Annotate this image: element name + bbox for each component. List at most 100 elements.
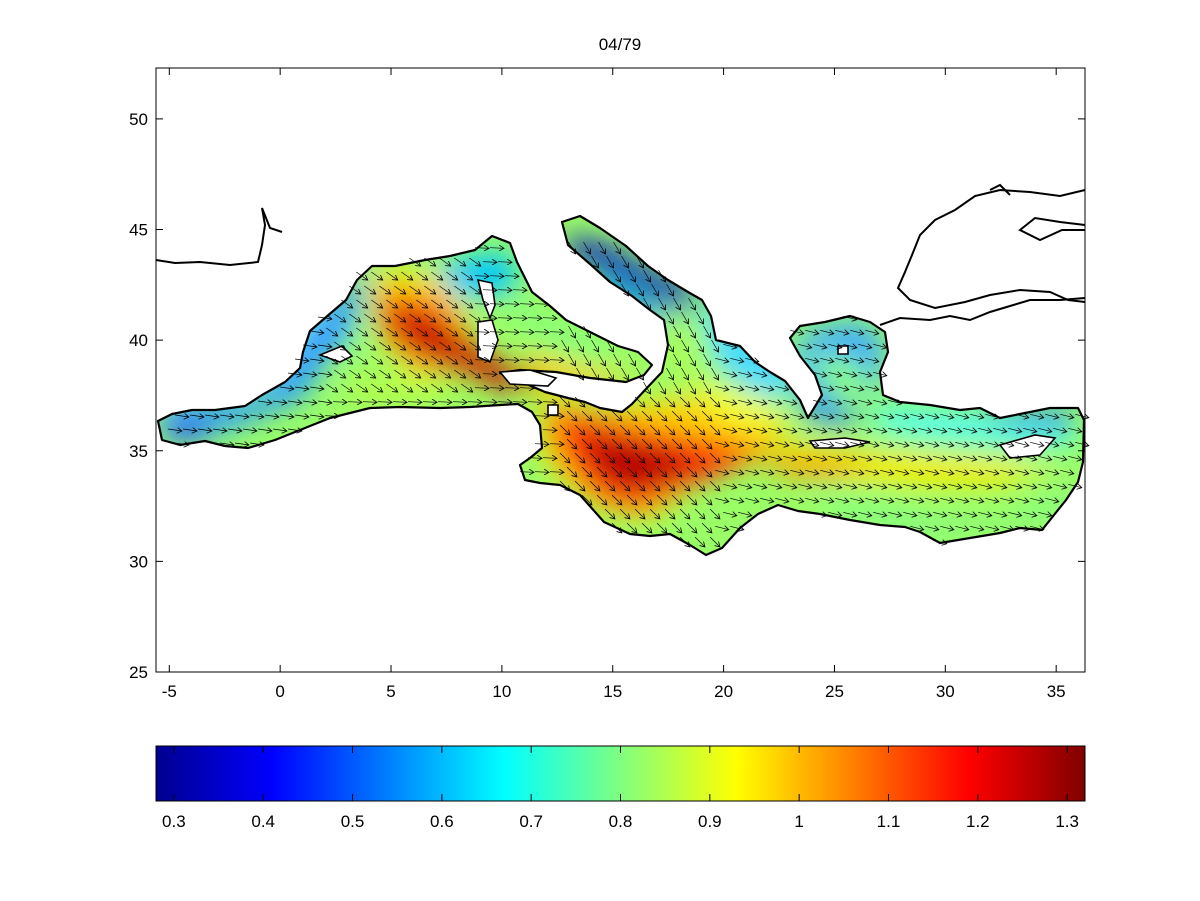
vector-arrow: [775, 414, 789, 417]
vector-arrow: [643, 297, 651, 310]
vector-arrow: [482, 346, 497, 347]
vector-arrow: [664, 396, 675, 407]
vector-arrow: [978, 484, 992, 487]
vector-arrow: [820, 358, 834, 361]
vector-arrow: [828, 428, 842, 431]
vector-arrow: [583, 353, 591, 366]
vector-arrow: [843, 344, 857, 347]
vector-arrow: [673, 381, 681, 394]
vector-arrow: [1075, 414, 1089, 417]
vector-arrow: [1000, 470, 1014, 473]
vector-arrow: [694, 452, 705, 463]
vector-arrow: [985, 414, 999, 417]
vector-arrow: [709, 396, 720, 407]
vector-arrow: [790, 414, 804, 417]
vector-arrow: [386, 327, 397, 336]
vector-arrow: [873, 400, 887, 403]
vector-arrow: [738, 400, 752, 403]
vector-arrow: [1015, 498, 1029, 501]
vector-arrow: [955, 442, 969, 445]
vector-arrow: [1060, 442, 1074, 445]
vector-arrow: [626, 438, 637, 449]
vector-arrow: [1038, 484, 1052, 487]
vector-arrow: [775, 386, 789, 389]
vector-arrow: [679, 424, 690, 435]
vector-arrow: [656, 522, 667, 533]
vector-arrow: [265, 415, 279, 417]
vector-arrow: [723, 512, 737, 515]
y-tick-label: 35: [129, 442, 148, 461]
vector-arrow: [596, 466, 607, 477]
vector-arrow: [324, 416, 339, 417]
vector-arrow: [1068, 484, 1082, 487]
vector-arrow: [850, 330, 864, 333]
map-x-axis: -5 0 5 10 15 20 25 30 35: [162, 68, 1066, 701]
vector-arrow: [611, 438, 622, 449]
vector-arrow: [326, 383, 337, 392]
vector-arrow: [598, 353, 606, 366]
vector-arrow: [1053, 428, 1067, 431]
vector-arrow: [591, 255, 599, 268]
vector-arrow: [559, 452, 570, 463]
vector-arrow: [745, 470, 759, 473]
vector-arrow: [258, 429, 272, 431]
vector-arrow: [805, 470, 819, 473]
vector-arrow: [865, 498, 879, 501]
vector-arrow: [658, 381, 666, 394]
vector-arrow: [454, 341, 465, 350]
vector-arrow: [671, 438, 682, 449]
vector-arrow: [489, 360, 504, 361]
vector-arrow: [715, 358, 729, 361]
vector-arrow: [568, 353, 576, 366]
vector-arrow: [828, 456, 842, 459]
vector-arrow: [461, 355, 472, 364]
vector-arrow: [598, 241, 606, 254]
vector-arrow: [1015, 470, 1029, 473]
vector-arrow: [364, 313, 375, 322]
vector-arrow: [392, 402, 407, 403]
colorbar-gradient: [155, 745, 1086, 802]
vector-arrow: [1000, 498, 1014, 501]
vector-arrow: [469, 369, 480, 378]
y-tick-label: 45: [129, 221, 148, 240]
vector-arrow: [910, 526, 924, 529]
field-blob: [780, 440, 1060, 485]
vector-arrow: [205, 415, 219, 417]
vector-arrow: [865, 386, 879, 389]
vector-arrow: [175, 443, 189, 445]
vector-arrow: [1053, 456, 1067, 459]
vector-arrow: [723, 428, 737, 431]
vector-arrow: [589, 424, 600, 435]
vector-arrow: [386, 271, 397, 280]
vector-arrow: [703, 353, 711, 366]
vector-arrow: [497, 318, 512, 319]
vector-arrow: [356, 271, 367, 280]
vector-arrow: [641, 438, 652, 449]
colorbar-tick-label: 0.9: [698, 812, 722, 831]
vector-arrow: [895, 442, 909, 445]
vector-arrow: [446, 355, 457, 364]
vector-arrow: [813, 456, 827, 459]
vector-arrow: [318, 317, 332, 319]
vector-arrow: [606, 255, 614, 268]
colorbar: 0.3 0.4 0.5 0.6 0.7 0.8 0.9 1 1.1 1.2 1.3: [155, 745, 1086, 831]
vector-arrow: [611, 466, 622, 477]
vector-arrow: [865, 358, 879, 361]
vector-arrow: [701, 438, 712, 449]
vector-arrow: [519, 472, 534, 473]
vector-arrow: [903, 456, 917, 459]
vector-arrow: [636, 283, 644, 296]
colorbar-tick-label: 1: [794, 812, 803, 831]
vector-arrow: [303, 345, 317, 347]
vector-arrow: [828, 512, 842, 515]
vector-arrow: [626, 494, 637, 505]
vector-arrow: [220, 443, 234, 445]
vector-arrow: [696, 339, 704, 352]
vector-arrow: [918, 512, 932, 515]
vector-arrow: [970, 442, 984, 445]
vector-arrow: [738, 456, 752, 459]
vector-arrow: [679, 396, 690, 407]
vector-arrow: [446, 383, 457, 392]
vector-arrow: [574, 396, 585, 407]
